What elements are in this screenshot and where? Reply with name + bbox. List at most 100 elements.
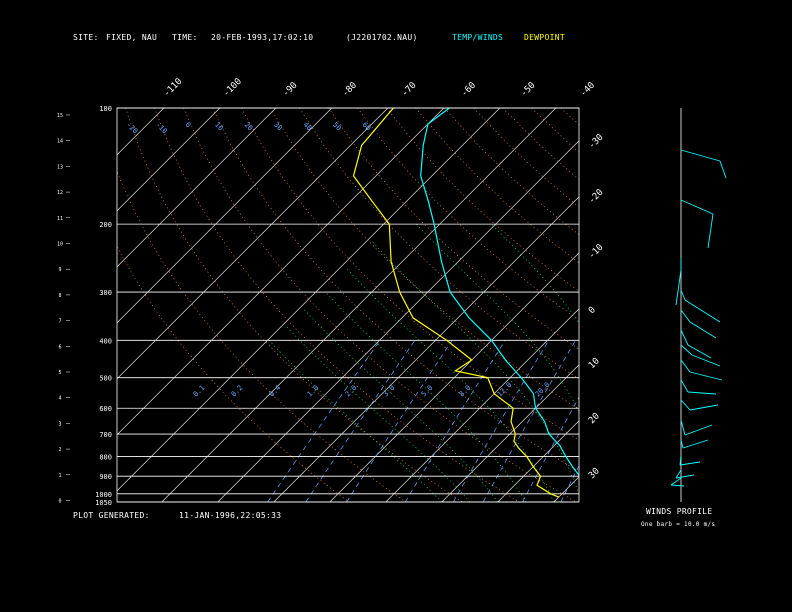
wind-barb	[684, 299, 721, 323]
moist-adiabat-line	[302, 307, 499, 502]
dry-adiabat-line	[154, 108, 520, 502]
isotherm-line	[217, 140, 579, 502]
wind-barb	[682, 439, 709, 449]
wind-barb	[689, 321, 717, 339]
height-label: 9	[58, 267, 61, 273]
isotherm-line	[161, 108, 557, 502]
isotherm-line	[0, 108, 52, 502]
dry-adiabat-line	[125, 108, 463, 502]
dry-adiabat-line	[590, 108, 792, 502]
mixing-ratio-line	[595, 340, 676, 502]
dry-adiabat-label: 10	[213, 121, 225, 133]
mixing-ratio-label: 2.0	[344, 384, 359, 399]
isotherm-right-label: 10	[587, 356, 602, 371]
file-name: (J2201702.NAU)	[346, 33, 418, 42]
mixing-ratio-line	[452, 340, 550, 502]
time-label: TIME:	[172, 33, 198, 42]
isotherm-line	[117, 108, 277, 268]
isotherm-top-label: -40	[579, 81, 598, 100]
wind-barb	[707, 213, 714, 249]
frame-rect	[116, 107, 580, 503]
isotherm-line	[553, 476, 579, 502]
isotherm-top-label: -100	[222, 77, 244, 99]
dewpoint-line	[352, 108, 559, 498]
mixing-ratio-line	[404, 340, 506, 502]
plot-frame	[116, 107, 580, 503]
legend-temp-winds: TEMP/WINDS	[452, 33, 504, 42]
isotherm-line	[117, 108, 221, 212]
wind-profile-title: WINDS PROFILE	[646, 507, 713, 516]
wind-staff	[680, 199, 714, 215]
wind-staff	[679, 454, 682, 466]
wind-staff	[680, 344, 693, 356]
dry-adiabat-line	[619, 108, 792, 502]
height-label: 10	[57, 242, 63, 248]
site-value: FIXED, NAU	[106, 33, 158, 42]
wind-staff	[680, 439, 684, 449]
height-label: 6	[58, 344, 61, 350]
height-label: 3	[58, 421, 61, 427]
wind-staff	[680, 359, 691, 373]
dry-adiabat-line	[531, 108, 579, 153]
isotherm-right-label: 20	[587, 411, 602, 426]
plot-generated-value: 11-JAN-1996,22:05:33	[179, 511, 282, 520]
mixing-ratio-label: 0.2	[230, 384, 245, 399]
wind-barb	[687, 391, 717, 395]
dry-adiabat-label: 20	[243, 121, 255, 133]
moist-adiabat-line	[668, 224, 695, 502]
moist-adiabat-line	[325, 291, 527, 502]
dry-adiabat-line	[386, 108, 579, 292]
mixing-ratio-line	[560, 465, 579, 502]
wind-barb	[670, 484, 685, 487]
mixing-ratio-line	[482, 340, 576, 502]
wind-staff	[680, 289, 686, 301]
dry-adiabat-label: -20	[125, 121, 140, 136]
wind-staff	[680, 329, 689, 346]
wind-staff	[680, 149, 721, 162]
mixing-ratio-label: 0.1	[192, 384, 207, 399]
site-label: SITE:	[73, 33, 99, 42]
mixing-ratio-label: 1.0	[306, 384, 321, 399]
isotherm-right-label: -30	[587, 133, 606, 152]
wind-barb	[691, 354, 721, 367]
wind-barb	[684, 424, 713, 436]
dry-adiabat-label: 0	[184, 121, 193, 130]
mixing-ratio-line	[522, 396, 579, 502]
wind-staff	[675, 469, 682, 479]
isotherm-line	[117, 108, 389, 380]
mixing-ratio-label: 0.4	[268, 384, 283, 399]
dry-adiabat-line	[648, 108, 792, 502]
legend-dewpoint: DEWPOINT	[524, 33, 565, 42]
moist-adiabat-line	[416, 223, 579, 413]
height-label: 2	[58, 447, 61, 453]
height-label: 13	[57, 164, 63, 170]
isotherm-line	[385, 308, 579, 502]
wind-staff	[680, 309, 691, 323]
wind-barb	[719, 160, 727, 179]
height-label: 0	[58, 499, 61, 505]
pressure-label: 300	[99, 289, 112, 297]
mixing-ratio-line	[267, 340, 381, 502]
dry-adiabat-line	[299, 108, 579, 380]
mixing-ratio-label: 20.0	[534, 381, 552, 399]
pressure-label: 600	[99, 405, 112, 413]
height-label: 15	[57, 113, 63, 119]
moist-adiabat-line	[722, 224, 739, 502]
dry-adiabat-line	[183, 108, 577, 502]
mixing-ratio-label: 12.0	[496, 381, 514, 399]
isotherm-right-label: 0	[587, 305, 598, 316]
pressure-label: 1050	[95, 499, 112, 507]
pressure-label: 700	[99, 431, 112, 439]
isotherm-line	[0, 108, 108, 502]
isotherm-line	[329, 252, 579, 502]
isotherm-right-label: -10	[587, 243, 606, 262]
isobars	[117, 107, 579, 503]
height-label: 11	[57, 216, 63, 222]
dry-adiabat-line	[473, 108, 579, 208]
wind-barb	[687, 344, 712, 359]
wind-staff	[670, 477, 682, 486]
dry-adiabat-line	[270, 108, 579, 410]
wind-profile-note: One barb = 10.0 m/s	[641, 521, 716, 528]
isotherm-line	[610, 108, 792, 502]
